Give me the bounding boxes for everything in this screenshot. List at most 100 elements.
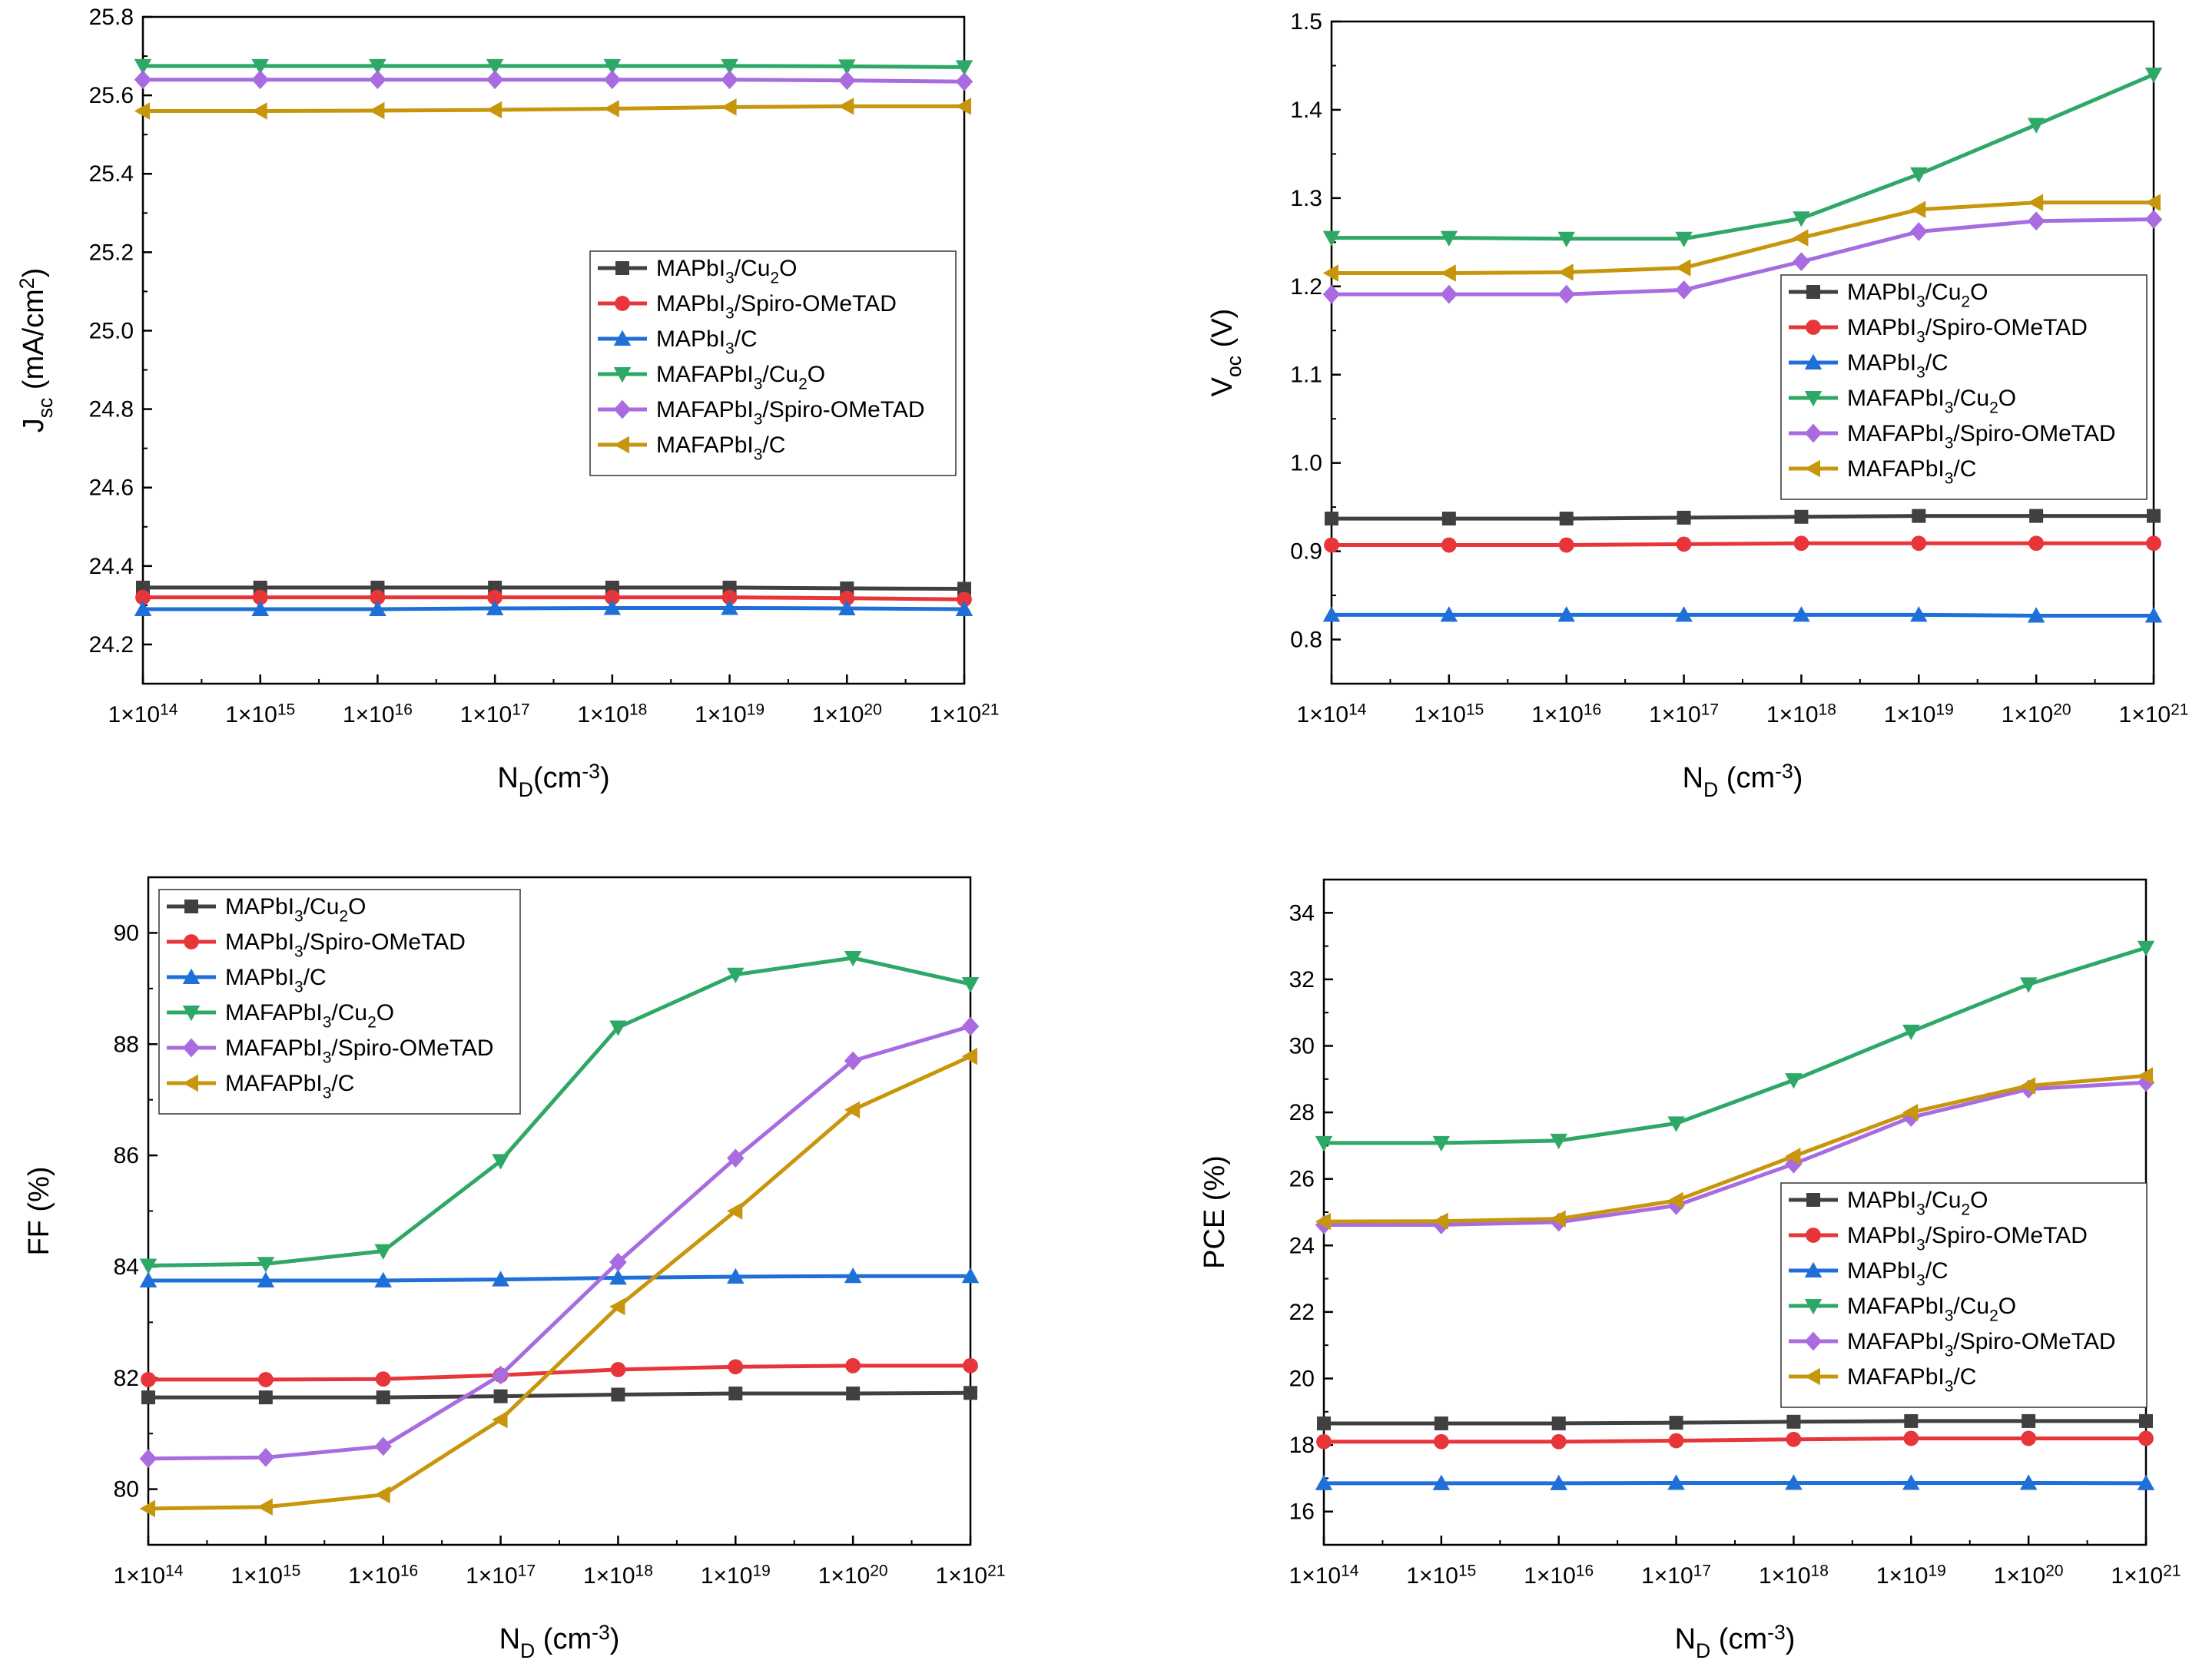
x-tick-label: 1×1021 xyxy=(936,1562,1006,1589)
data-point xyxy=(2021,1431,2036,1446)
data-point xyxy=(1560,512,1574,525)
legend-swatch-marker xyxy=(615,261,629,275)
data-point xyxy=(374,1486,390,1504)
chart-panel-1: 24.224.424.624.825.025.225.425.625.81×10… xyxy=(15,5,1000,801)
data-point xyxy=(2146,535,2161,551)
y-tick-label: 25.2 xyxy=(89,240,134,265)
data-point xyxy=(140,1449,158,1468)
x-tick-label: 1×1016 xyxy=(1524,1562,1594,1589)
legend: MAPbI3/Cu2OMAPbI3/Spiro-OMeTADMAPbI3/CMA… xyxy=(1781,275,2147,499)
series-6 xyxy=(134,98,971,120)
data-point xyxy=(1904,1414,1918,1428)
x-tick-label: 1×1014 xyxy=(114,1562,184,1589)
y-tick-label: 25.6 xyxy=(89,83,134,108)
data-point xyxy=(838,71,856,90)
y-tick-label: 1.4 xyxy=(1290,98,1322,123)
x-tick-label: 1×1020 xyxy=(812,701,882,727)
x-tick-label: 1×1018 xyxy=(1766,701,1836,727)
x-tick-label: 1×1021 xyxy=(930,701,1000,727)
data-point xyxy=(134,70,152,89)
data-point xyxy=(1324,538,1339,553)
series-5 xyxy=(134,70,973,91)
y-tick-label: 20 xyxy=(1289,1367,1315,1392)
y-tick-label: 0.9 xyxy=(1290,539,1322,565)
data-point xyxy=(1557,285,1575,304)
data-point xyxy=(1910,201,1925,219)
data-point xyxy=(963,1358,978,1373)
y-tick-label: 86 xyxy=(114,1143,139,1168)
legend: MAPbI3/Cu2OMAPbI3/Spiro-OMeTADMAPbI3/CMA… xyxy=(590,251,956,476)
data-point xyxy=(369,70,386,89)
data-point xyxy=(2138,1431,2154,1446)
x-tick-label: 1×1018 xyxy=(1759,1562,1829,1589)
y-tick-label: 80 xyxy=(114,1477,139,1503)
data-point xyxy=(1441,538,1457,553)
legend-swatch-marker xyxy=(184,900,198,913)
data-point xyxy=(1786,1415,1800,1429)
data-point xyxy=(838,98,854,115)
x-tick-label: 1×1021 xyxy=(2119,701,2189,727)
data-point xyxy=(1675,259,1690,277)
series-4 xyxy=(1315,941,2155,1151)
data-point xyxy=(1434,1417,1448,1430)
legend-swatch-marker xyxy=(1806,1193,1820,1207)
data-point xyxy=(258,1372,274,1387)
series-1 xyxy=(1317,1414,2153,1430)
x-tick-label: 1×1017 xyxy=(466,1562,536,1589)
x-tick-label: 1×1017 xyxy=(1641,1562,1711,1589)
x-tick-label: 1×1015 xyxy=(231,1562,300,1589)
x-tick-label: 1×1015 xyxy=(1406,1562,1476,1589)
data-point xyxy=(2147,509,2161,523)
data-point xyxy=(1441,264,1456,282)
x-tick-label: 1×1016 xyxy=(348,1562,418,1589)
x-axis-title: ND(cm-3) xyxy=(497,760,609,801)
data-point xyxy=(845,1358,861,1373)
y-axis-title: Jsc (mA/cm2) xyxy=(15,268,57,432)
legend-swatch-marker xyxy=(1806,1228,1821,1243)
data-point xyxy=(1677,537,1692,552)
data-point xyxy=(1903,1431,1919,1446)
y-tick-label: 1.0 xyxy=(1290,451,1322,476)
x-tick-label: 1×1018 xyxy=(583,1562,653,1589)
data-point xyxy=(259,1390,273,1404)
data-point xyxy=(1911,535,1926,551)
data-point xyxy=(956,72,973,91)
y-tick-label: 16 xyxy=(1289,1499,1315,1525)
data-point xyxy=(1552,1417,1566,1430)
y-tick-label: 30 xyxy=(1289,1034,1315,1059)
x-tick-label: 1×1019 xyxy=(1884,701,1954,727)
data-point xyxy=(1912,509,1925,523)
x-tick-label: 1×1016 xyxy=(1531,701,1601,727)
data-point xyxy=(1794,535,1809,551)
data-point xyxy=(1786,1432,1802,1447)
y-tick-label: 0.8 xyxy=(1290,628,1322,653)
data-point xyxy=(1551,1434,1567,1450)
data-point xyxy=(1434,1434,1449,1450)
series-2 xyxy=(1324,535,2161,552)
series-3 xyxy=(134,599,973,616)
data-point xyxy=(494,1390,508,1403)
x-tick-label: 1×1020 xyxy=(818,1562,888,1589)
data-point xyxy=(611,1387,625,1401)
y-axis-title: Voc (V) xyxy=(1206,309,1245,397)
y-tick-label: 25.0 xyxy=(89,318,134,343)
data-point xyxy=(1557,263,1573,281)
data-point xyxy=(374,1436,392,1456)
data-point xyxy=(2029,509,2043,523)
y-tick-label: 84 xyxy=(114,1254,139,1280)
data-point xyxy=(1677,511,1691,525)
data-point xyxy=(1317,1417,1331,1430)
data-point xyxy=(1325,512,1338,525)
data-point xyxy=(2022,1414,2035,1428)
data-point xyxy=(2139,1414,2153,1428)
data-point xyxy=(2145,210,2163,229)
x-tick-label: 1×1020 xyxy=(2002,701,2071,727)
x-tick-label: 1×1019 xyxy=(701,1562,771,1589)
data-point xyxy=(141,1390,155,1404)
y-tick-label: 1.2 xyxy=(1290,274,1322,300)
series-3 xyxy=(1323,606,2163,622)
x-tick-label: 1×1014 xyxy=(108,701,178,727)
